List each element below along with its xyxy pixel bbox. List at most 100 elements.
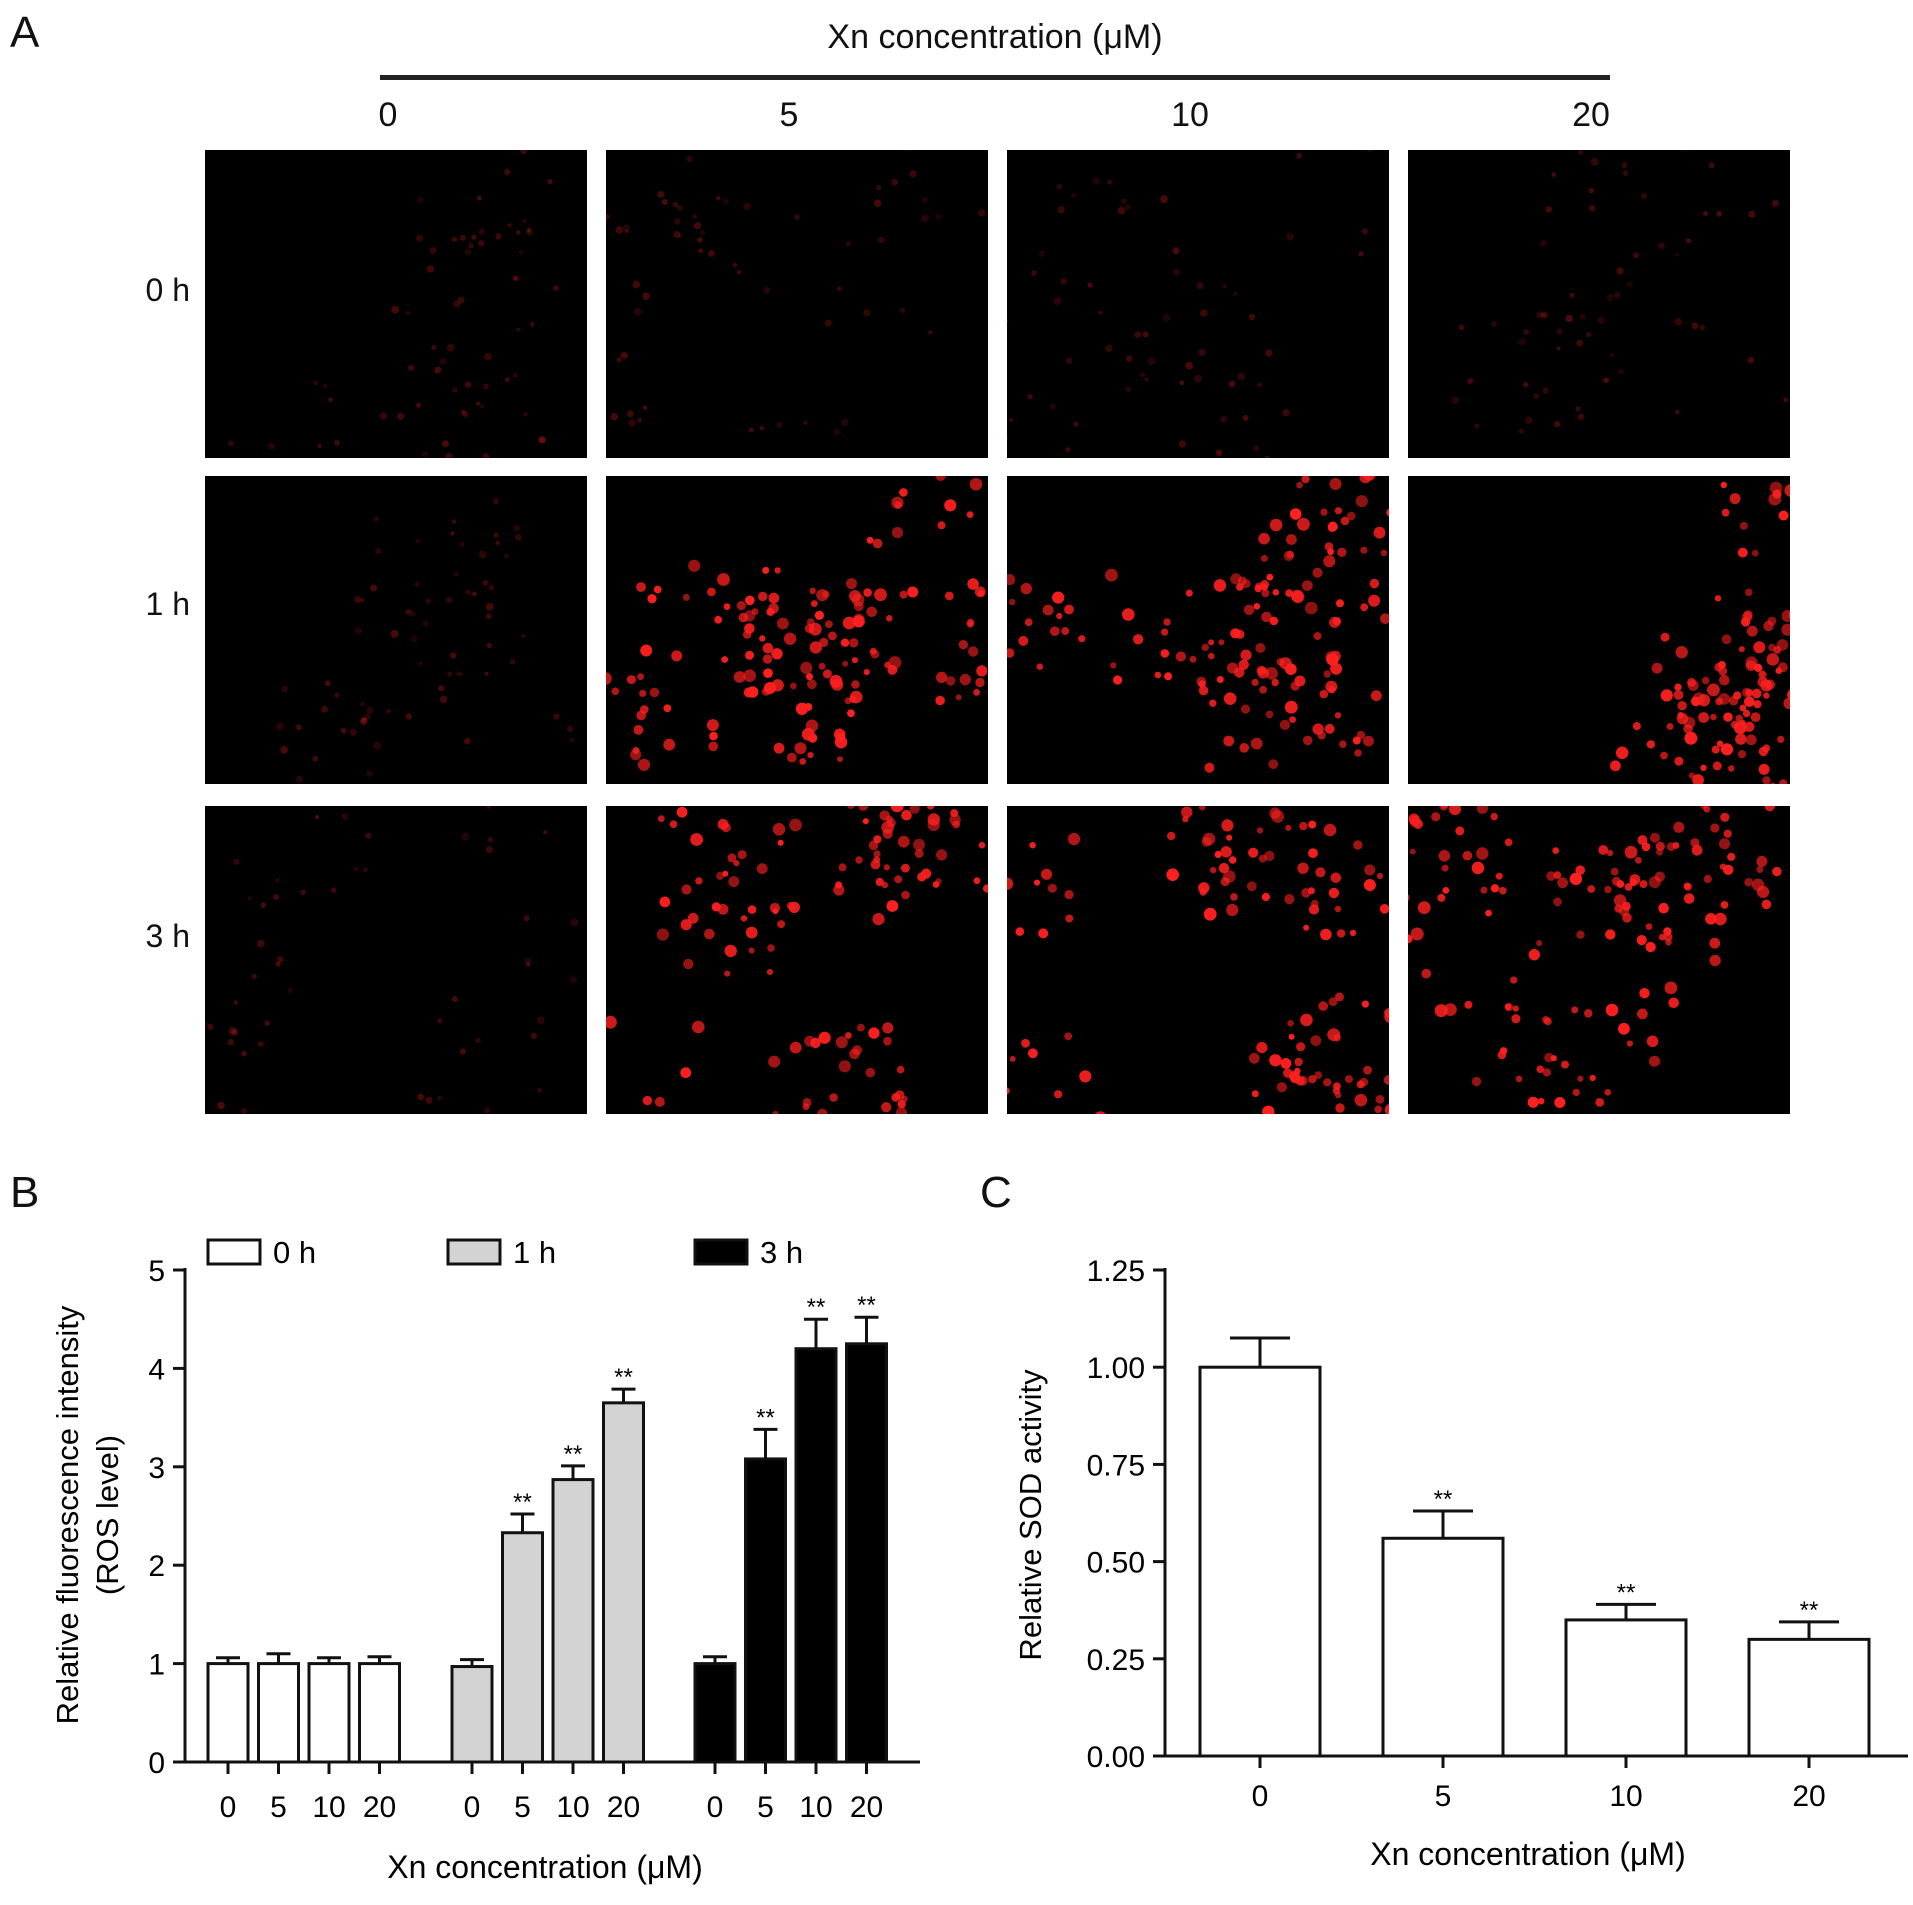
bar (693, 1662, 737, 1764)
legend-label: 0 h (273, 1235, 316, 1270)
micrograph-0h-20uM (1408, 150, 1790, 458)
y-axis-label-line: (ROS level) (90, 1435, 125, 1595)
micrograph-0h-5uM (606, 150, 988, 458)
cell-dots (1451, 150, 1788, 434)
ros-bar-chart: 0 1 2 3 4 5 Relative fluorescence intensity (RO… (50, 1235, 920, 1885)
x-tick-label: 0 (464, 1791, 481, 1824)
x-tick-label: 20 (607, 1791, 640, 1824)
x-tick-label: 0 (1252, 1780, 1269, 1813)
significance-marker: ** (807, 1294, 826, 1321)
y-axis-label: Relative fluorescence intensity (ROS leve… (50, 1305, 125, 1724)
bar (501, 1531, 544, 1764)
panel-b-letter: B (10, 1168, 40, 1217)
y-tick-label: 0 (148, 1747, 165, 1780)
y-tick-label: 0.75 (1087, 1449, 1145, 1482)
x-tick-label: 10 (556, 1791, 589, 1824)
micrograph-0h-10uM (1007, 150, 1389, 458)
y-axis-label-line: Relative fluorescence intensity (50, 1305, 85, 1724)
y-tick-label: 3 (148, 1452, 165, 1485)
column-label-0: 0 (378, 96, 398, 134)
micrograph-0h-0uM (205, 150, 587, 458)
cell-dots (1007, 806, 1389, 1114)
significance-marker: ** (1434, 1486, 1453, 1513)
significance-marker: ** (756, 1404, 775, 1431)
legend-swatch (446, 1238, 502, 1266)
significance-marker: ** (513, 1489, 532, 1516)
x-tick-label: 5 (270, 1791, 287, 1824)
column-label-5: 5 (779, 96, 799, 134)
bar (450, 1665, 494, 1764)
significance-marker: ** (857, 1292, 876, 1319)
cell-dots (1610, 481, 1790, 784)
y-tick-label: 0.00 (1087, 1741, 1145, 1774)
micrograph-3h-0uM (205, 806, 587, 1114)
legend-label: 3 h (760, 1235, 803, 1270)
x-tick-label: 5 (514, 1791, 531, 1824)
bar (845, 1342, 888, 1764)
significance-marker: ** (614, 1364, 633, 1391)
bar (206, 1662, 250, 1764)
significance-marker: ** (1617, 1579, 1636, 1606)
x-tick-label: 20 (850, 1791, 883, 1824)
bar (602, 1401, 645, 1764)
y-tick-label: 0.50 (1087, 1547, 1145, 1580)
bar (551, 1478, 595, 1764)
bar (1564, 1618, 1688, 1758)
significance-marker: ** (1800, 1597, 1819, 1624)
cell-dots (606, 150, 988, 436)
bar (257, 1662, 300, 1764)
micrograph-1h-10uM (1007, 476, 1389, 784)
legend-swatch (206, 1238, 262, 1266)
x-tick-label: 5 (1435, 1780, 1452, 1813)
y-axis-label: Relative SOD activity (1013, 1369, 1048, 1661)
sod-bar-chart: 0.00 0.25 0.50 0.75 1.00 1.25 Relative SOD act… (1013, 1255, 1908, 1872)
column-label-20: 20 (1572, 96, 1610, 134)
panel-a-letter: A (10, 8, 40, 57)
cell-dots (1408, 806, 1782, 1108)
x-tick-label: 5 (757, 1791, 774, 1824)
bar (307, 1662, 351, 1764)
micrograph-1h-0uM (205, 476, 587, 784)
y-tick-label: 0.25 (1087, 1644, 1145, 1677)
panel-a-title-rule (380, 75, 1610, 80)
x-tick-label: 10 (312, 1791, 345, 1824)
legend-label: 1 h (513, 1235, 556, 1270)
cell-dots (227, 150, 560, 458)
panel-a-title: Xn concentration (μM) (827, 18, 1163, 56)
x-axis-label: Xn concentration (μM) (387, 1849, 702, 1885)
cell-dots (205, 806, 579, 1114)
micrograph-3h-5uM (606, 806, 988, 1114)
y-tick-label: 1.25 (1087, 1255, 1145, 1288)
y-tick-label: 4 (148, 1353, 165, 1386)
micrograph-1h-20uM (1408, 476, 1790, 784)
panel-c-letter: C (980, 1168, 1012, 1217)
significance-marker: ** (564, 1441, 583, 1468)
cell-dots (606, 806, 988, 1114)
bar (794, 1347, 838, 1764)
x-tick-label: 0 (707, 1791, 724, 1824)
cell-dots (1007, 150, 1373, 458)
row-label-1h: 1 h (145, 586, 190, 622)
y-tick-label: 1.00 (1087, 1352, 1145, 1385)
y-tick-label: 5 (148, 1255, 165, 1288)
micrograph-3h-20uM (1408, 806, 1790, 1114)
x-tick-label: 0 (220, 1791, 237, 1824)
micrograph-3h-10uM (1007, 806, 1389, 1114)
bar (358, 1662, 401, 1764)
x-axis-label: Xn concentration (μM) (1370, 1836, 1685, 1872)
y-tick-label: 1 (148, 1649, 165, 1682)
cell-dots (276, 498, 574, 783)
x-tick-label: 10 (799, 1791, 832, 1824)
y-tick-label: 2 (148, 1550, 165, 1583)
cell-dots (1007, 476, 1389, 773)
row-label-3h: 3 h (145, 918, 190, 954)
row-label-0h: 0 h (145, 272, 190, 308)
x-tick-label: 20 (1792, 1780, 1825, 1813)
bar (1198, 1365, 1322, 1758)
bar (744, 1457, 787, 1764)
cell-dots (606, 476, 988, 771)
bar (1381, 1536, 1505, 1758)
x-tick-label: 10 (1609, 1780, 1642, 1813)
legend-swatch (693, 1238, 749, 1266)
micrograph-1h-5uM (606, 476, 988, 784)
